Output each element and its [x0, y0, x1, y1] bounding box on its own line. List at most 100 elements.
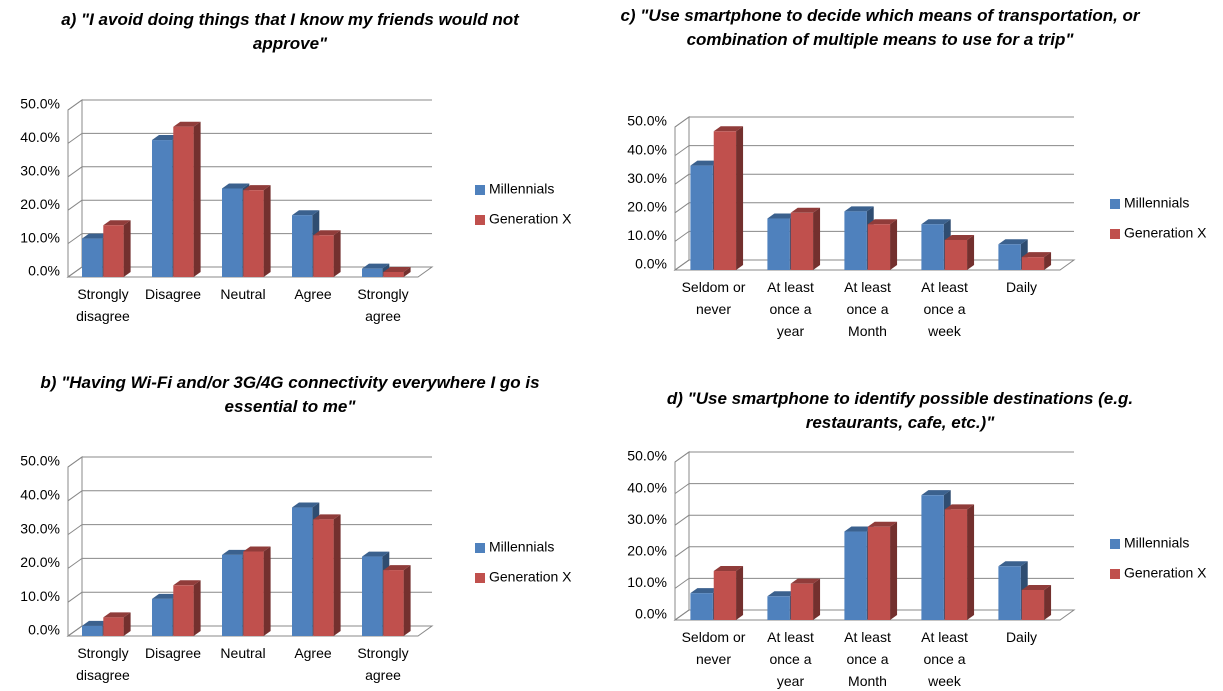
bar-side: [333, 230, 341, 277]
bar-top: [152, 593, 180, 599]
bar: [944, 509, 968, 620]
grid-side: [67, 132, 83, 144]
bar-top: [690, 160, 720, 166]
chart: 0.0% 10.0% 20.0% 30.0% 40.0% 50.0% Millennials…: [627, 448, 1207, 622]
bar-side: [890, 521, 898, 620]
y-tick-label: 20.0%: [627, 543, 667, 559]
bar-side: [263, 185, 271, 277]
bar: [867, 526, 891, 620]
bar: [921, 495, 944, 620]
x-tick-label: At least once a week: [921, 279, 968, 339]
bar-top: [292, 210, 320, 216]
legend-label: Generation X: [489, 569, 572, 585]
chart-title: a) "I avoid doing things that I know my …: [61, 10, 519, 53]
bar-top: [173, 121, 201, 127]
x-tick-label: At least once a year: [767, 279, 814, 339]
bar-top: [313, 230, 341, 236]
x-tick-label: Seldom or never: [681, 629, 746, 667]
bar: [362, 268, 383, 277]
chart: 0.0% 10.0% 20.0% 30.0% 40.0% 50.0% Millennials…: [20, 96, 572, 279]
grid-side: [674, 259, 690, 271]
grid-side: [674, 577, 690, 589]
grid-side: [67, 524, 83, 536]
grid-side: [67, 99, 83, 111]
legend-swatch: [1110, 539, 1120, 549]
bar-top: [944, 504, 975, 510]
bar: [690, 593, 713, 620]
bar-top: [222, 183, 250, 189]
grid-side: [67, 557, 83, 569]
bar: [944, 239, 968, 270]
bar-side: [736, 126, 744, 270]
legend-swatch: [475, 573, 485, 583]
bar-top: [1021, 584, 1052, 590]
legend-swatch: [475, 543, 485, 553]
bar: [313, 519, 334, 636]
bar-top: [944, 234, 975, 240]
bar: [82, 238, 103, 277]
bar-top: [173, 580, 201, 586]
bar: [292, 507, 313, 636]
bar: [222, 188, 243, 277]
bar-top: [82, 233, 110, 239]
chart-panel: 0.0% 10.0% 20.0% 30.0% 40.0% 50.0% Millennials…: [612, 345, 1223, 691]
x-tick-label: Neutral: [220, 645, 266, 661]
bar-side: [123, 612, 131, 636]
y-tick-label: 50.0%: [627, 448, 667, 464]
bar: [844, 531, 867, 620]
x-tick-label: Strongly disagree: [76, 645, 130, 683]
bar-side: [967, 234, 975, 270]
bar-top: [713, 126, 744, 132]
grid-side: [67, 166, 83, 178]
y-tick-label: 20.0%: [20, 554, 60, 570]
bar-top: [313, 514, 341, 520]
grid-side: [674, 483, 690, 495]
bar: [243, 190, 264, 277]
grid-side: [674, 173, 690, 185]
bar: [152, 598, 173, 636]
x-tick-label: Neutral: [220, 286, 266, 302]
chart-panel: 0.0% 10.0% 20.0% 30.0% 40.0% 50.0% Millennials…: [0, 345, 610, 691]
grid-side: [67, 625, 83, 637]
grid-side: [674, 145, 690, 157]
bar: [767, 596, 790, 620]
bar-side: [193, 580, 201, 636]
y-tick-label: 0.0%: [635, 256, 667, 272]
chart: 0.0% 10.0% 20.0% 30.0% 40.0% 50.0% Millennials…: [20, 453, 572, 638]
y-tick-label: 50.0%: [20, 453, 60, 469]
grid-side: [67, 591, 83, 603]
y-tick-label: 40.0%: [627, 479, 667, 495]
grid-side: [674, 514, 690, 526]
bar-top: [867, 521, 898, 527]
y-tick-label: 30.0%: [627, 170, 667, 186]
y-tick-label: 40.0%: [20, 129, 60, 145]
bar-top: [292, 502, 320, 508]
bar-top: [844, 526, 874, 532]
bar-top: [383, 266, 411, 272]
y-tick-label: 50.0%: [20, 96, 60, 112]
bar-side: [403, 266, 411, 277]
legend-label: Millennials: [1124, 535, 1189, 551]
legend-label: Millennials: [489, 181, 554, 197]
bar-top: [867, 219, 898, 225]
bar-top: [243, 185, 271, 191]
y-tick-label: 30.0%: [20, 163, 60, 179]
chart-title: d) "Use smartphone to identify possible …: [666, 389, 1134, 432]
x-tick-label: Agree: [294, 645, 332, 661]
y-tick-label: 10.0%: [627, 227, 667, 243]
bar: [243, 551, 264, 636]
x-tick-label: Daily: [1005, 279, 1038, 295]
legend-swatch: [475, 185, 485, 195]
grid-side: [67, 266, 83, 278]
bar-top: [790, 578, 821, 584]
x-tick-label: Disagree: [144, 286, 202, 302]
bar-side: [890, 219, 898, 270]
legend-label: Millennials: [1124, 195, 1189, 211]
bar: [998, 566, 1021, 620]
y-tick-label: 0.0%: [28, 263, 60, 279]
bar: [790, 212, 814, 270]
x-tick-label: Agree: [294, 286, 332, 302]
bar-top: [767, 213, 797, 219]
grid-side: [674, 202, 690, 214]
x-tick-label: Strongly agree: [357, 286, 409, 324]
